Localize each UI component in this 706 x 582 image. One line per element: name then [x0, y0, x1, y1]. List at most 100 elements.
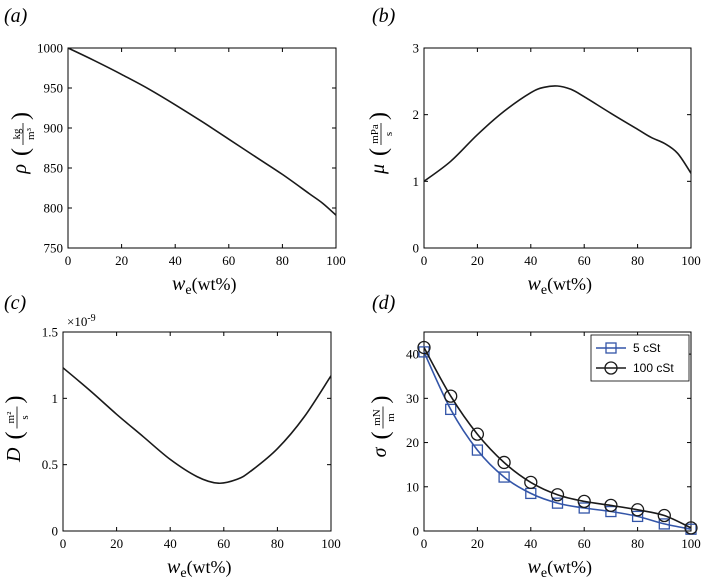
data-point-circle [630, 503, 645, 517]
data-point-square [631, 510, 644, 523]
y-unit-paren-left: ( [368, 432, 394, 440]
x-axis-label-unit: (wt%) [192, 274, 237, 295]
x-tick-label: 60 [222, 253, 235, 268]
x-tick-label: 100 [326, 253, 346, 268]
y-axis-label: ρ (kg m³) [8, 112, 37, 175]
y-tick-label: 2 [413, 107, 420, 122]
y-tick-label: 30 [406, 391, 419, 406]
data-point-square [445, 403, 457, 416]
y-unit-denominator: m [385, 413, 397, 422]
y-tick-label: 0 [52, 524, 59, 539]
data-point-square [551, 497, 564, 509]
y-tick-label: 0.5 [42, 457, 58, 472]
x-tick-label: 80 [631, 253, 644, 268]
x-tick-label: 20 [110, 536, 123, 551]
y-tick-label: 750 [44, 241, 64, 256]
x-axis-label: we(wt%) [172, 273, 237, 298]
legend-entry-label: 5 cSt [633, 341, 661, 355]
axes-frame [62, 331, 332, 532]
series-line-0 [423, 351, 692, 530]
panel-3: (d) 0 20 40 60 80 100 0 10 20 30 40 we(wt%) σ (mN m) 5 c… [368, 292, 701, 581]
panel-label: (d) [372, 292, 396, 314]
data-point-circle [524, 475, 538, 490]
y-unit-paren-right: ) [8, 112, 34, 120]
x-tick-label: 80 [631, 536, 644, 551]
y-unit-paren-right: ) [366, 112, 392, 120]
y-unit-numerator: m² [5, 411, 17, 424]
y-unit-denominator: s [19, 415, 31, 419]
data-point-square [498, 471, 510, 483]
series-line-0 [62, 367, 332, 485]
y-unit-denominator: s [383, 132, 395, 136]
y-unit-numerator: kg [11, 128, 23, 140]
axes-frame [423, 47, 692, 249]
y-unit-paren-left: ( [366, 148, 392, 156]
y-tick-label: 1 [52, 391, 59, 406]
data-point-circle [657, 508, 671, 523]
y-tick-label: 0 [413, 241, 420, 256]
y-axis-symbol: ρ [9, 164, 31, 175]
x-tick-label: 0 [60, 536, 67, 551]
legend-marker-square [605, 342, 617, 354]
data-point-circle [444, 389, 458, 403]
data-point-circle [470, 427, 485, 441]
y-unit-paren-right: ) [2, 396, 28, 404]
y-unit-numerator: mPa [369, 124, 381, 144]
y-tick-label: 3 [413, 41, 420, 56]
x-axis-label-unit: (wt%) [547, 557, 592, 578]
y-unit-paren-left: ( [2, 432, 28, 440]
x-axis-label: we(wt%) [528, 273, 593, 298]
x-tick-label: 100 [681, 536, 701, 551]
x-tick-label: 40 [524, 253, 537, 268]
x-axis-label-unit: (wt%) [547, 274, 592, 295]
data-point-circle [550, 488, 565, 502]
y-tick-label: 800 [44, 201, 64, 216]
axes-frame [423, 331, 692, 532]
y-unit-denominator: m³ [25, 127, 37, 140]
y-axis-label: D (m² s) [2, 396, 31, 463]
series-line-0 [423, 85, 692, 182]
panel-label: (a) [4, 5, 28, 27]
x-tick-label: 20 [471, 253, 484, 268]
panel-label: (c) [4, 292, 27, 314]
data-point-circle [577, 494, 591, 509]
y-tick-label: 40 [406, 347, 419, 362]
y-tick-label: 1.5 [42, 325, 58, 340]
data-point-square [658, 518, 670, 530]
x-tick-label: 40 [169, 253, 182, 268]
y-exponent-label: ×10-9 [67, 313, 96, 329]
legend-marker-circle [604, 361, 618, 375]
x-axis-label-sub: e [541, 566, 547, 581]
data-point-square [605, 505, 617, 518]
data-point-square [578, 502, 590, 514]
x-tick-label: 80 [276, 253, 289, 268]
x-tick-label: 100 [681, 253, 701, 268]
legend-entry-label: 100 cSt [633, 361, 674, 375]
y-unit-paren-right: ) [368, 396, 394, 404]
x-tick-label: 0 [421, 253, 428, 268]
x-tick-label: 40 [524, 536, 537, 551]
x-tick-label: 60 [578, 253, 591, 268]
y-axis-symbol: σ [369, 446, 391, 457]
data-point-square [418, 346, 430, 358]
x-axis-label: we(wt%) [167, 556, 232, 581]
x-axis-label-sub: e [185, 283, 191, 298]
x-tick-label: 40 [164, 536, 177, 551]
panel-1: (b) 0 20 40 60 80 100 0 1 2 3 we(wt%) μ (mPa s) [366, 5, 701, 298]
y-tick-label: 0 [413, 524, 420, 539]
panel-label: (b) [372, 5, 396, 27]
x-axis-label: we(wt%) [528, 556, 593, 581]
y-axis-label: μ ( mPa s) [366, 112, 395, 175]
x-tick-label: 0 [421, 536, 428, 551]
data-point-circle [497, 455, 511, 470]
y-tick-label: 1000 [37, 41, 63, 56]
series-line-0 [67, 47, 337, 216]
axes-frame [67, 47, 337, 249]
x-axis-label-unit: (wt%) [187, 557, 232, 578]
x-tick-label: 20 [471, 536, 484, 551]
y-tick-label: 10 [406, 479, 419, 494]
x-tick-label: 0 [65, 253, 72, 268]
data-point-circle [417, 340, 431, 355]
y-axis-symbol: μ [367, 164, 389, 175]
data-point-circle [684, 521, 698, 535]
